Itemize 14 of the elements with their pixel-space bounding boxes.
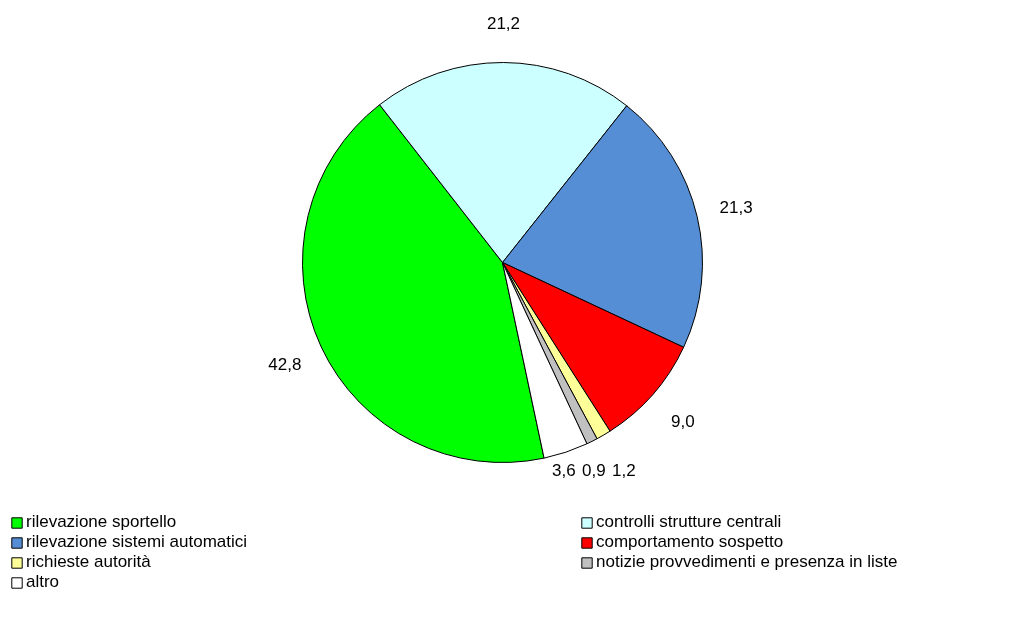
data-label: 21,2 — [486, 13, 521, 33]
data-label: 3,6 — [551, 460, 576, 480]
legend-label: rilevazione sportello — [26, 512, 177, 532]
legend-label: comportamento sospetto — [596, 532, 784, 552]
data-label: 1,2 — [611, 460, 636, 480]
legend-label: richieste autorità — [26, 552, 151, 572]
legend-label: controlli strutture centrali — [596, 512, 782, 532]
data-label: 42,8 — [268, 354, 302, 374]
legend-label: rilevazione sistemi automatici — [26, 532, 248, 552]
legend-label: notizie provvedimenti e presenza in liste — [596, 552, 898, 572]
data-label: 0,9 — [581, 460, 606, 480]
data-label: 21,3 — [719, 198, 753, 218]
legend-label: altro — [26, 572, 60, 592]
data-label: 9,0 — [671, 411, 695, 431]
